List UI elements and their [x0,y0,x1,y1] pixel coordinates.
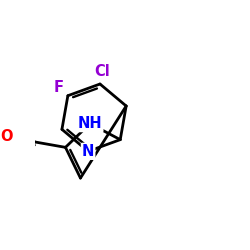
Text: F: F [54,80,64,95]
Text: N: N [82,144,94,159]
Text: O: O [0,130,13,144]
Text: Cl: Cl [94,64,110,80]
Text: NH: NH [78,116,102,131]
